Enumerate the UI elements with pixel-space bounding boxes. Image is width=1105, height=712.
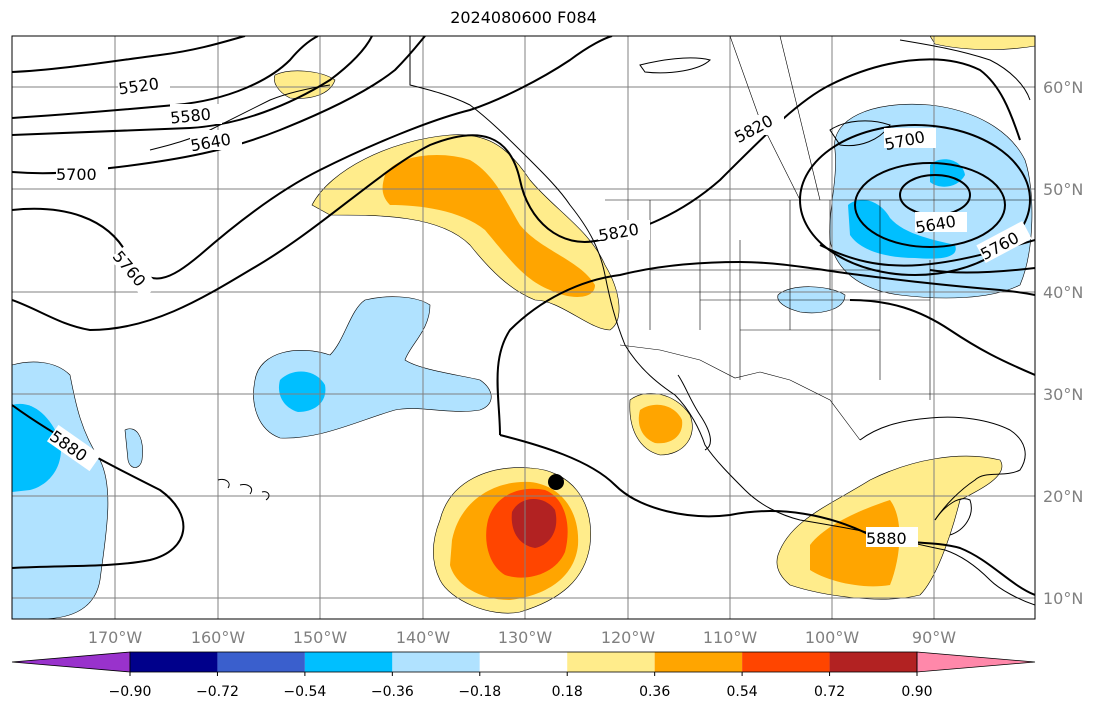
coast-gulf-mexico	[859, 416, 1026, 521]
colorbar-tick-label: −0.18	[458, 684, 501, 700]
colorbar-segment	[829, 652, 917, 672]
contour-5640	[12, 36, 373, 136]
colorbar-tick-label: −0.72	[196, 684, 239, 700]
contour-label-5700-west: 5700	[56, 165, 97, 184]
coast-hudson-bay	[829, 120, 891, 147]
anomaly-shade-gulf-calif-core	[638, 404, 683, 444]
lat-label-30n: 30°N	[1043, 385, 1083, 404]
lat-label-10n: 10°N	[1043, 589, 1083, 608]
graticule	[12, 36, 1035, 619]
lat-label-60n: 60°N	[1043, 78, 1083, 97]
lat-label-50n: 50°N	[1043, 180, 1083, 199]
contour-5580	[12, 36, 319, 119]
contour-5880-mid	[849, 299, 1035, 376]
colorbar: −0.90 −0.72 −0.54 −0.36 −0.18 0.18 0.36 0.54 0.7…	[11, 651, 1036, 700]
colorbar-tick-label: −0.54	[283, 684, 326, 700]
lon-label-90w: 90°W	[912, 628, 956, 647]
lon-label-110w: 110°W	[703, 628, 758, 647]
colorbar-tick-label: −0.90	[109, 684, 152, 700]
lon-label-130w: 130°W	[498, 628, 553, 647]
colorbar-tick-label: 0.90	[901, 684, 932, 700]
coast-alaska	[409, 36, 1035, 606]
lon-label-140w: 140°W	[396, 628, 451, 647]
map-border	[11, 35, 1036, 620]
colorbar-segment	[654, 652, 743, 672]
lon-label-150w: 150°W	[293, 628, 348, 647]
lon-label-120w: 120°W	[601, 628, 656, 647]
map-title: 2024080600 F084	[450, 8, 597, 27]
lat-label-20n: 20°N	[1043, 487, 1083, 506]
coast-canada-east	[899, 39, 1031, 101]
colorbar-segment	[217, 652, 305, 672]
anomaly-shade-great-lakes-core	[848, 199, 956, 259]
anomaly-shade-west-pacific-2	[124, 428, 143, 468]
anomaly-shade-pacific-nw-core	[382, 155, 595, 297]
map-content: 5520 5580 5640 5700 5760 5820 5820 5880 …	[12, 36, 1035, 619]
coastlines	[149, 36, 1035, 606]
coast-aleutians	[149, 84, 331, 151]
contour-low-5700	[799, 124, 1031, 276]
contour-5520	[12, 36, 246, 73]
contour-5820-east	[929, 267, 1035, 274]
coast-hawaii	[217, 479, 270, 501]
contour-5880-east	[496, 260, 1035, 436]
colorbar-tick-label: −0.36	[371, 684, 414, 700]
lat-label-40n: 40°N	[1043, 283, 1083, 302]
anomaly-shade-tropical-peak	[511, 498, 557, 548]
contour-low-5640	[854, 162, 1006, 248]
contour-5880-south	[499, 434, 1035, 596]
colorbar-segment	[479, 652, 568, 672]
colorbar-segment	[742, 652, 830, 672]
longitude-axis: 170°W 160°W 150°W 140°W 130°W 120°W 110°…	[88, 628, 956, 647]
coast-hudson	[639, 57, 711, 74]
colorbar-tick-label: 0.18	[552, 684, 583, 700]
coast-baja	[677, 374, 711, 451]
coast-yucatan	[934, 498, 972, 536]
lon-label-170w: 170°W	[88, 628, 143, 647]
colorbar-tick-label: 0.72	[814, 684, 845, 700]
colorbar-segment	[304, 652, 393, 672]
colorbar-segment	[392, 652, 480, 672]
storm-position-dot	[548, 474, 564, 490]
lon-label-160w: 160°W	[191, 628, 246, 647]
anomaly-shade-west-pacific-core	[12, 403, 61, 492]
contour-5820	[12, 58, 1021, 332]
lon-label-100w: 100°W	[805, 628, 860, 647]
anomaly-shade-central-pacific-core	[278, 371, 326, 412]
colorbar-segment	[567, 652, 655, 672]
colorbar-border	[129, 651, 918, 673]
contour-label-5580: 5580	[169, 105, 211, 128]
colorbar-extend-high	[916, 651, 1036, 673]
latitude-axis: 60°N 50°N 40°N 30°N 20°N 10°N	[1043, 78, 1083, 608]
colorbar-segment	[130, 652, 218, 672]
colorbar-tick-label: 0.54	[727, 684, 758, 700]
colorbar-tick-label: 0.36	[639, 684, 670, 700]
contour-label-5880-east: 5880	[866, 529, 907, 548]
colorbar-extend-low	[11, 651, 131, 673]
